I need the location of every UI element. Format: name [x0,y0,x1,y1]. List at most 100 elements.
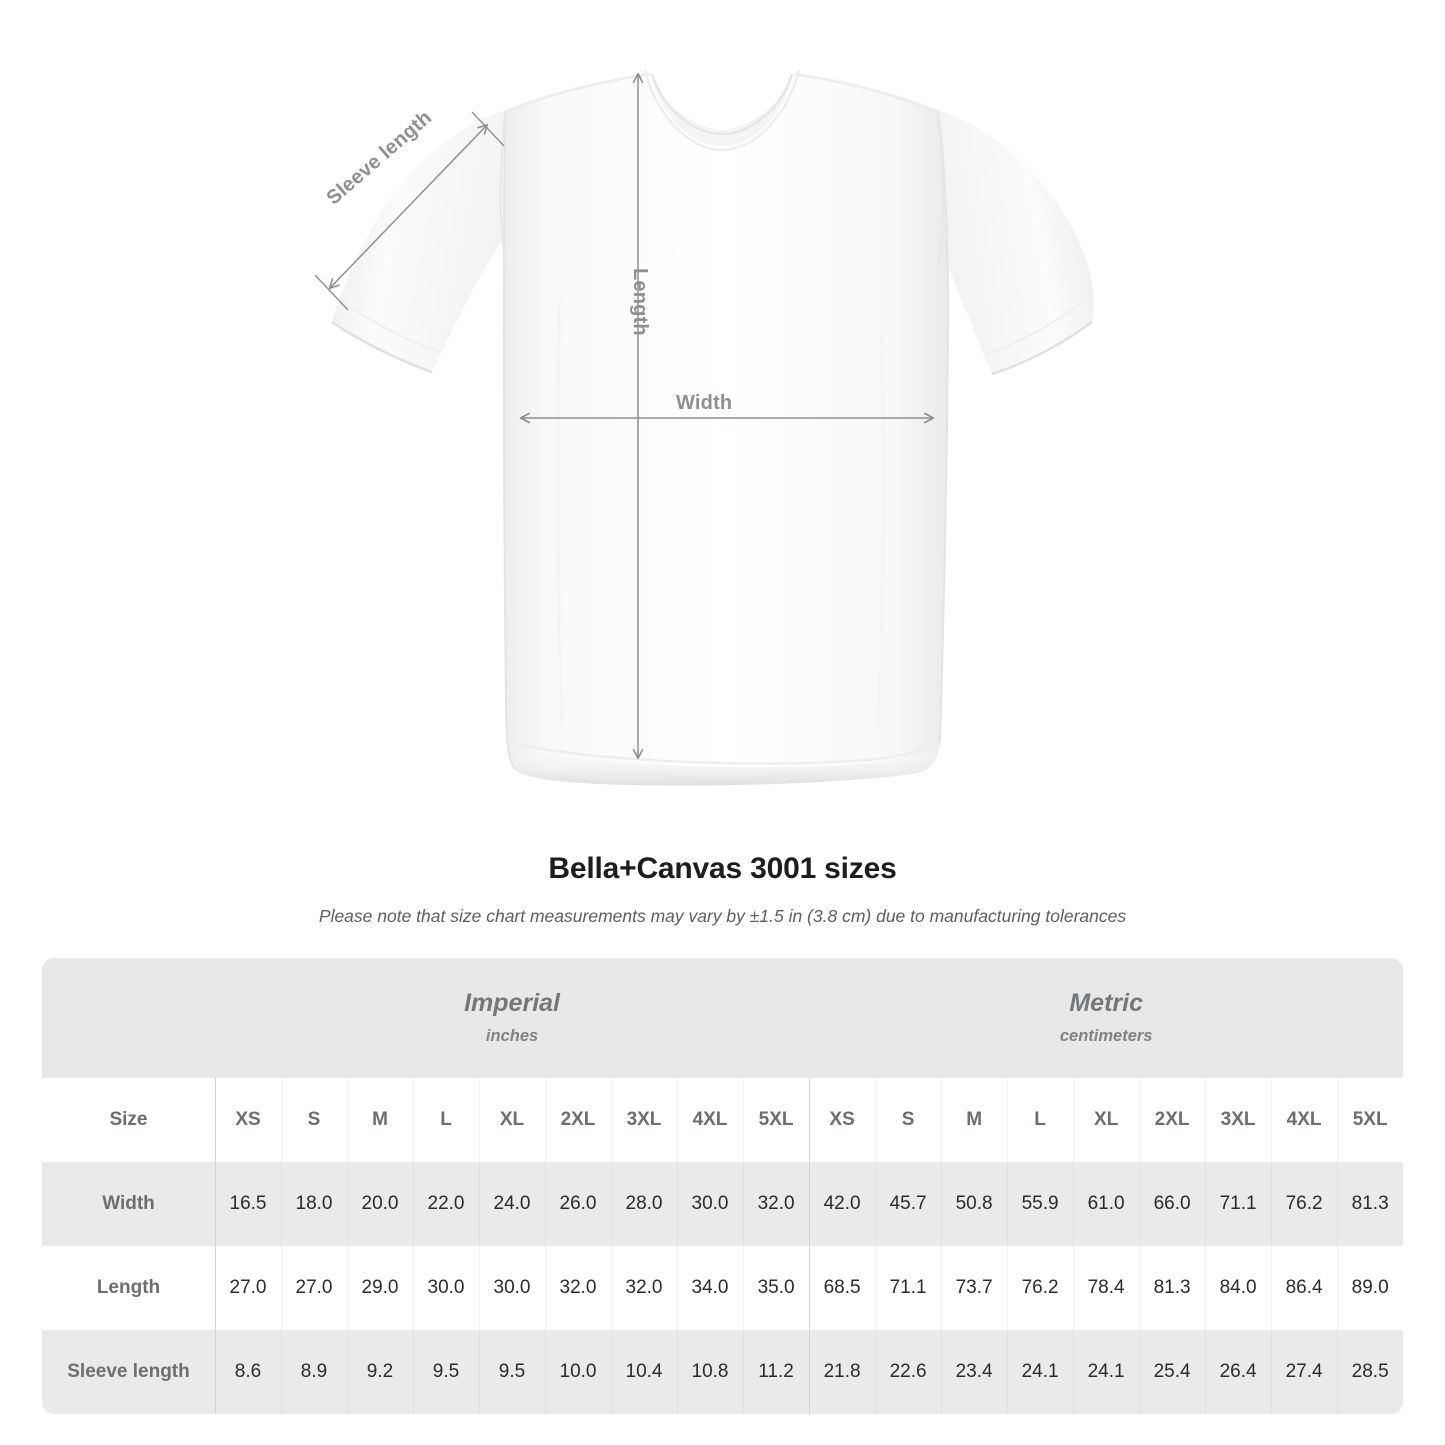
cell-metric-2XL-width: 66.0 [1139,1162,1206,1246]
cell-imperial-5XL-width: 32.0 [743,1162,810,1246]
table-row-size: Size XS S M L XL 2XL 3XL 4XL 5XL XS S M L XL 2XL 3XL 4XL 5… [42,1078,1403,1162]
cell-imperial-3XL-length: 32.0 [611,1246,677,1330]
size-header-metric-L: L [1007,1078,1074,1162]
size-chart-table: Imperial inches Metric centimeters Size X… [42,958,1403,1414]
cell-metric-4XL-length: 86.4 [1271,1246,1338,1330]
cell-metric-3XL-width: 71.1 [1205,1162,1272,1246]
shirt-body [503,72,948,786]
cell-metric-3XL-length: 84.0 [1205,1246,1272,1330]
table-row: Width 16.5 18.0 20.0 22.0 24.0 26.0 28.0 30.0 32.… [42,1162,1403,1246]
size-header-imperial-L: L [413,1078,479,1162]
cell-imperial-L-width: 22.0 [413,1162,479,1246]
cell-imperial-M-sleeve-length: 9.2 [347,1330,413,1414]
title-block: Bella+Canvas 3001 sizes Please note that… [0,852,1445,927]
size-header-metric-XS: XS [809,1078,876,1162]
cell-imperial-S-length: 27.0 [281,1246,347,1330]
collar-inner-edge [650,73,794,136]
bottom-hem-shadow [516,742,940,786]
size-table-body: Size XS S M L XL 2XL 3XL 4XL 5XL XS S M L XL 2XL 3XL 4XL 5… [42,1078,1403,1414]
left-sleeve [332,110,505,372]
sleeve-cap-end [471,111,505,147]
right-shoulder-seam [793,72,938,114]
cell-metric-XL-width: 61.0 [1073,1162,1140,1246]
cell-metric-XS-length: 68.5 [809,1246,876,1330]
cell-metric-M-length: 73.7 [941,1246,1008,1330]
size-header-metric-2XL: 2XL [1139,1078,1206,1162]
cell-metric-L-sleeve-length: 24.1 [1007,1330,1074,1414]
cell-metric-2XL-sleeve-length: 25.4 [1139,1330,1206,1414]
metric-unit-name: Metric [1069,989,1143,1018]
size-header-imperial-S: S [281,1078,347,1162]
size-header-metric-5XL: 5XL [1337,1078,1403,1162]
page-title: Bella+Canvas 3001 sizes [548,852,897,885]
cell-imperial-4XL-length: 34.0 [677,1246,743,1330]
unit-banner-spacer [42,958,215,1078]
size-header-imperial-2XL: 2XL [545,1078,611,1162]
size-header-imperial-M: M [347,1078,413,1162]
size-header-metric-M: M [941,1078,1008,1162]
row-header-width: Width [42,1162,215,1246]
sleeve-dimension-arrow [328,123,489,290]
cell-imperial-S-width: 18.0 [281,1162,347,1246]
cell-metric-L-length: 76.2 [1007,1246,1074,1330]
sleeve-cap-start [314,274,349,311]
cell-imperial-XS-sleeve-length: 8.6 [215,1330,281,1414]
bottom-hem-fold [515,742,942,765]
cell-metric-M-width: 50.8 [941,1162,1008,1246]
cell-metric-L-width: 55.9 [1007,1162,1074,1246]
cell-imperial-3XL-width: 28.0 [611,1162,677,1246]
size-header-metric-4XL: 4XL [1271,1078,1338,1162]
cell-imperial-XL-length: 30.0 [479,1246,545,1330]
tolerance-note: Please note that size chart measurements… [318,906,1127,926]
cell-imperial-4XL-sleeve-length: 10.8 [677,1330,743,1414]
cell-imperial-L-length: 30.0 [413,1246,479,1330]
fold-line-2 [876,299,886,725]
cell-imperial-XS-width: 16.5 [215,1162,281,1246]
cell-metric-5XL-sleeve-length: 28.5 [1337,1330,1403,1414]
tshirt-illustration [314,69,1094,786]
size-header-imperial-XS: XS [215,1078,281,1162]
collar-rib [650,72,794,146]
metric-unit-sub: centimeters [1059,1026,1153,1045]
table-row: Length 27.0 27.0 29.0 30.0 30.0 32.0 32.0 34.0 35… [42,1246,1403,1330]
cell-metric-XL-sleeve-length: 24.1 [1073,1330,1140,1414]
cell-metric-XL-length: 78.4 [1073,1246,1140,1330]
cell-imperial-L-sleeve-length: 9.5 [413,1330,479,1414]
cell-imperial-M-width: 20.0 [347,1162,413,1246]
cell-imperial-XL-width: 24.0 [479,1162,545,1246]
unit-banner-row: Imperial inches Metric centimeters [42,958,1403,1078]
left-armhole-seam [499,111,507,269]
left-sleeve-hem-fold [339,299,441,353]
cell-imperial-M-length: 29.0 [347,1246,413,1330]
cell-metric-S-sleeve-length: 22.6 [875,1330,942,1414]
cell-metric-5XL-width: 81.3 [1337,1162,1403,1246]
row-header-length: Length [42,1246,215,1330]
left-side-seam [502,111,517,771]
left-shoulder-seam [505,72,651,114]
imperial-unit-name: Imperial [464,989,560,1018]
size-header-imperial-3XL: 3XL [611,1078,677,1162]
imperial-unit-sub: inches [485,1026,539,1045]
size-header-imperial-4XL: 4XL [677,1078,743,1162]
cell-metric-XS-sleeve-length: 21.8 [809,1330,876,1414]
length-label: Length [629,268,651,336]
cell-metric-4XL-width: 76.2 [1271,1162,1338,1246]
right-armhole-seam [937,111,945,269]
width-label: Width [676,392,733,414]
cell-metric-2XL-length: 81.3 [1139,1246,1206,1330]
collar-outer-edge [643,69,801,152]
right-sleeve-hem-fold [987,299,1086,355]
size-header-metric-S: S [875,1078,942,1162]
row-header-sleeve-length: Sleeve length [42,1330,215,1414]
cell-metric-S-width: 45.7 [875,1162,942,1246]
table-row: Sleeve length 8.6 8.9 9.2 9.5 9.5 10.0 10.4 10.8… [42,1330,1403,1414]
row-header-size: Size [42,1078,215,1162]
cell-metric-S-length: 71.1 [875,1246,942,1330]
metric-unit-header: Metric centimeters [809,958,1403,1078]
cell-imperial-3XL-sleeve-length: 10.4 [611,1330,677,1414]
right-sleeve-hem [991,321,1093,376]
cell-imperial-5XL-length: 35.0 [743,1246,810,1330]
cell-metric-3XL-sleeve-length: 26.4 [1205,1330,1272,1414]
tshirt-diagram: Sleeve length Length Width [314,69,1094,786]
cell-imperial-4XL-width: 30.0 [677,1162,743,1246]
